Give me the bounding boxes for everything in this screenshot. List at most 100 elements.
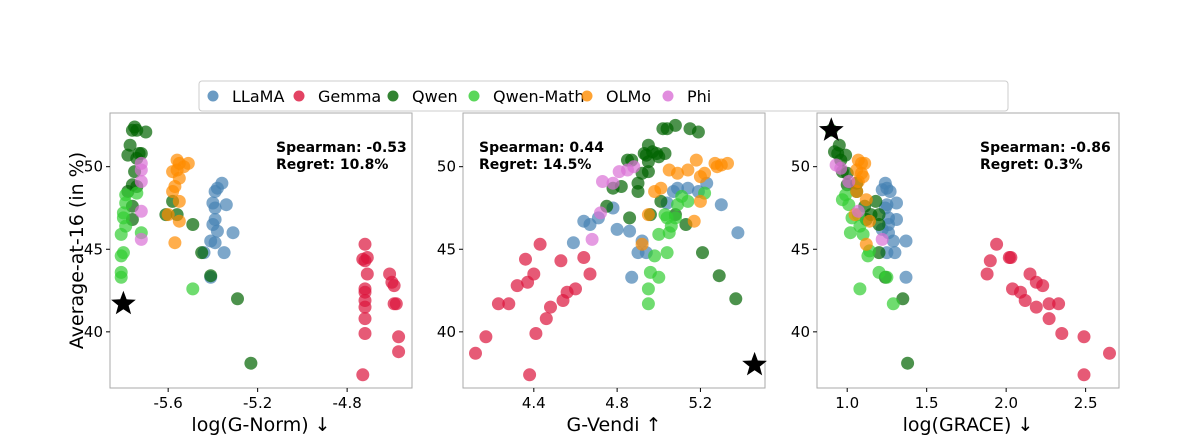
spearman-annotation: Spearman: -0.86 — [980, 140, 1111, 156]
y-tick-label: 45 — [791, 240, 810, 258]
series-llama — [197, 176, 240, 284]
y-tick-label: 45 — [84, 240, 103, 258]
legend-frame — [198, 80, 1009, 112]
data-point — [134, 175, 148, 188]
data-point — [134, 163, 148, 177]
legend-marker — [207, 90, 219, 102]
data-point — [583, 267, 597, 281]
data-point — [134, 232, 148, 246]
data-point — [166, 185, 180, 198]
best-model-star — [742, 351, 767, 376]
legend-label: Qwen-Math — [493, 87, 584, 106]
data-point — [1029, 300, 1043, 314]
x-tick-label: 2.5 — [1074, 394, 1098, 412]
data-point — [714, 198, 728, 212]
x-axis-label: log(G-Norm) ↓ — [191, 414, 330, 436]
data-point — [217, 246, 231, 260]
y-tick-label: 40 — [437, 323, 456, 341]
data-point — [358, 327, 372, 340]
legend-marker — [662, 90, 674, 102]
data-point — [654, 181, 668, 195]
data-point — [861, 249, 875, 263]
data-point — [671, 166, 684, 180]
spearman-annotation: Spearman: -0.53 — [276, 140, 407, 156]
data-point — [1036, 279, 1050, 293]
plot-area — [109, 112, 413, 389]
legend-entry-qwen: Qwen — [387, 87, 458, 106]
data-point — [529, 327, 543, 340]
spearman-annotation: Spearman: 0.44 — [479, 140, 604, 156]
data-point — [358, 300, 372, 314]
data-point — [886, 297, 900, 311]
data-point — [983, 254, 997, 268]
data-point — [883, 185, 897, 198]
data-point — [687, 214, 701, 228]
data-point — [358, 254, 372, 268]
data-point — [358, 237, 372, 251]
legend-label: OLMo — [606, 87, 651, 106]
data-point — [208, 236, 222, 250]
legend-marker — [468, 90, 480, 102]
panels: -5.6 -5.2 -4.8 40 45 50 log(G-Norm) ↓ Average-a… — [66, 112, 1120, 436]
data-point — [843, 226, 857, 240]
data-point — [731, 226, 745, 240]
data-point — [606, 176, 620, 190]
data-point — [130, 186, 144, 200]
series-gemma — [356, 237, 406, 382]
data-point — [566, 236, 580, 250]
data-point — [668, 211, 682, 225]
data-point — [641, 165, 655, 179]
data-point — [641, 208, 655, 222]
data-point — [859, 193, 873, 207]
legend-marker — [387, 90, 399, 102]
data-point — [479, 330, 493, 344]
data-point — [1103, 346, 1116, 360]
data-point — [899, 234, 913, 248]
data-point — [990, 237, 1004, 251]
x-tick-label: -4.8 — [332, 394, 361, 412]
data-point — [226, 226, 240, 240]
series-phi — [829, 158, 889, 246]
data-point — [544, 300, 557, 314]
data-point — [1018, 294, 1032, 307]
panel-1: -5.6 -5.2 -4.8 40 45 50 log(G-Norm) ↓ Average-a… — [66, 112, 413, 436]
data-point — [729, 292, 743, 306]
data-point — [172, 214, 186, 228]
legend-entry-qwen-math: Qwen-Math — [468, 87, 584, 106]
data-point — [181, 156, 195, 170]
data-point — [533, 237, 547, 251]
legend-label: LLaMA — [232, 87, 284, 106]
panel-2: 4.4 4.8 5.2 40 45 50 G-Vendi ↑ Spearman: 0.44Re… — [437, 112, 767, 436]
data-point — [585, 232, 599, 246]
data-point — [712, 269, 726, 283]
legend-label: Phi — [687, 87, 711, 106]
data-point — [652, 270, 666, 284]
data-point — [523, 368, 537, 382]
data-point — [625, 270, 639, 284]
y-axis-label: Average-at-16 (in %) — [66, 152, 88, 349]
data-point — [387, 279, 401, 293]
x-tick-label: 1.0 — [835, 394, 859, 412]
data-point — [856, 227, 870, 241]
data-point — [1052, 297, 1066, 311]
data-point — [1055, 327, 1069, 340]
data-point — [392, 345, 406, 359]
data-point — [698, 166, 712, 180]
series-llama — [875, 176, 913, 284]
data-point — [1042, 312, 1056, 326]
legend-entry-phi: Phi — [662, 87, 711, 106]
data-point — [1077, 368, 1091, 382]
data-point — [890, 196, 903, 210]
data-point — [231, 292, 244, 306]
data-point — [594, 206, 607, 220]
panel-3: 1.0 1.5 2.0 2.5 40 45 50 log(GRACE) ↓ Spearman: … — [791, 112, 1120, 436]
data-point — [872, 208, 886, 222]
x-tick-label: 2.0 — [994, 394, 1018, 412]
data-point — [641, 297, 655, 311]
series-qwen-math — [641, 186, 712, 311]
y-tick-label: 50 — [437, 158, 456, 176]
data-point — [668, 118, 682, 132]
data-point — [648, 249, 662, 263]
y-tick-label: 45 — [437, 240, 456, 258]
data-point — [114, 270, 128, 284]
